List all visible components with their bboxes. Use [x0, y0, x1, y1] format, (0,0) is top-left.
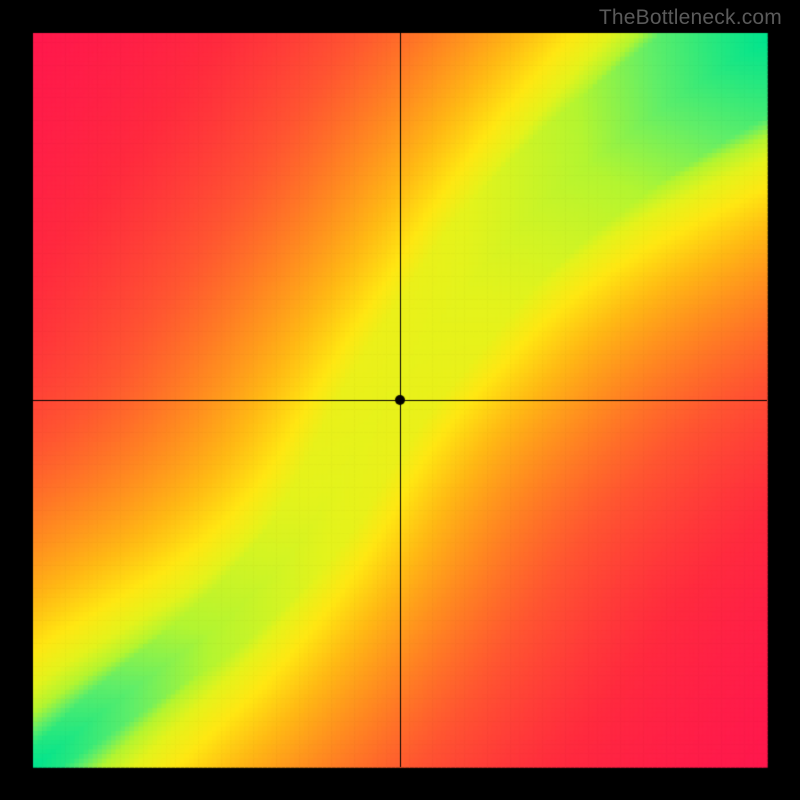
chart-root: TheBottleneck.com [0, 0, 800, 800]
watermark-text: TheBottleneck.com [599, 6, 782, 30]
bottleneck-heatmap-canvas [0, 0, 800, 800]
